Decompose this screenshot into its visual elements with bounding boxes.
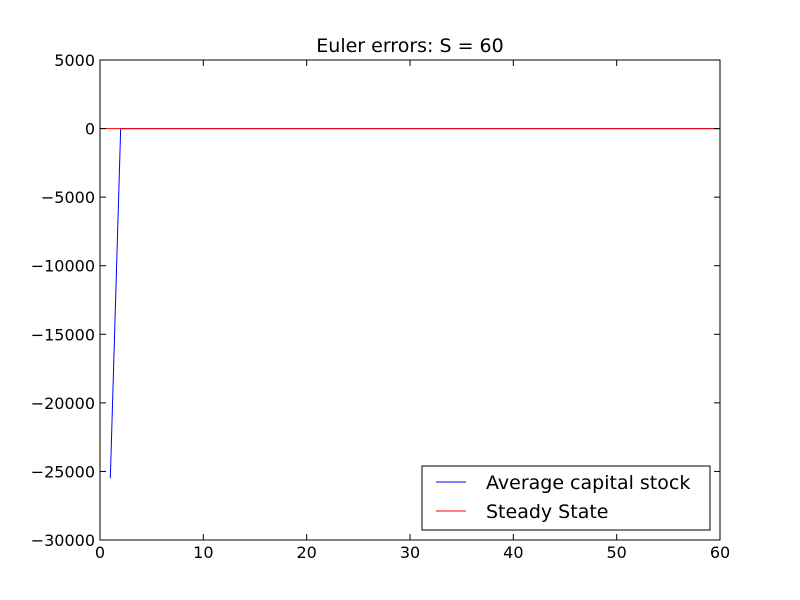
y-tick-label: −5000 bbox=[41, 188, 95, 207]
y-tick-label: 5000 bbox=[54, 51, 95, 70]
x-tick-label: 60 bbox=[710, 543, 730, 562]
x-tick-label: 50 bbox=[606, 543, 626, 562]
legend-label-average-capital-stock: Average capital stock bbox=[486, 472, 690, 494]
x-tick-label: 10 bbox=[193, 543, 213, 562]
legend-box bbox=[421, 465, 711, 531]
series-layer bbox=[100, 128, 720, 479]
y-tick-label: −30000 bbox=[31, 531, 95, 550]
tick-layer: 0 10 20 30 40 50 60 5000 0 −5000 −10000 −15000 −2000… bbox=[31, 51, 730, 562]
y-tick-label: −20000 bbox=[31, 394, 95, 413]
x-tick-label: 0 bbox=[95, 543, 105, 562]
x-tick-label: 40 bbox=[503, 543, 523, 562]
y-tick-label: −15000 bbox=[31, 325, 95, 344]
y-tick-label: −10000 bbox=[31, 257, 95, 276]
legend: Average capital stock Steady State bbox=[421, 465, 711, 531]
y-tick-label: 0 bbox=[85, 120, 95, 139]
y-tick-label: −25000 bbox=[31, 462, 95, 481]
x-tick-label: 30 bbox=[400, 543, 420, 562]
legend-label-steady-state: Steady State bbox=[486, 501, 608, 523]
series-line-average-capital-stock bbox=[109, 128, 720, 479]
x-tick-label: 20 bbox=[296, 543, 316, 562]
chart-title: Euler errors: S = 60 bbox=[316, 35, 503, 57]
